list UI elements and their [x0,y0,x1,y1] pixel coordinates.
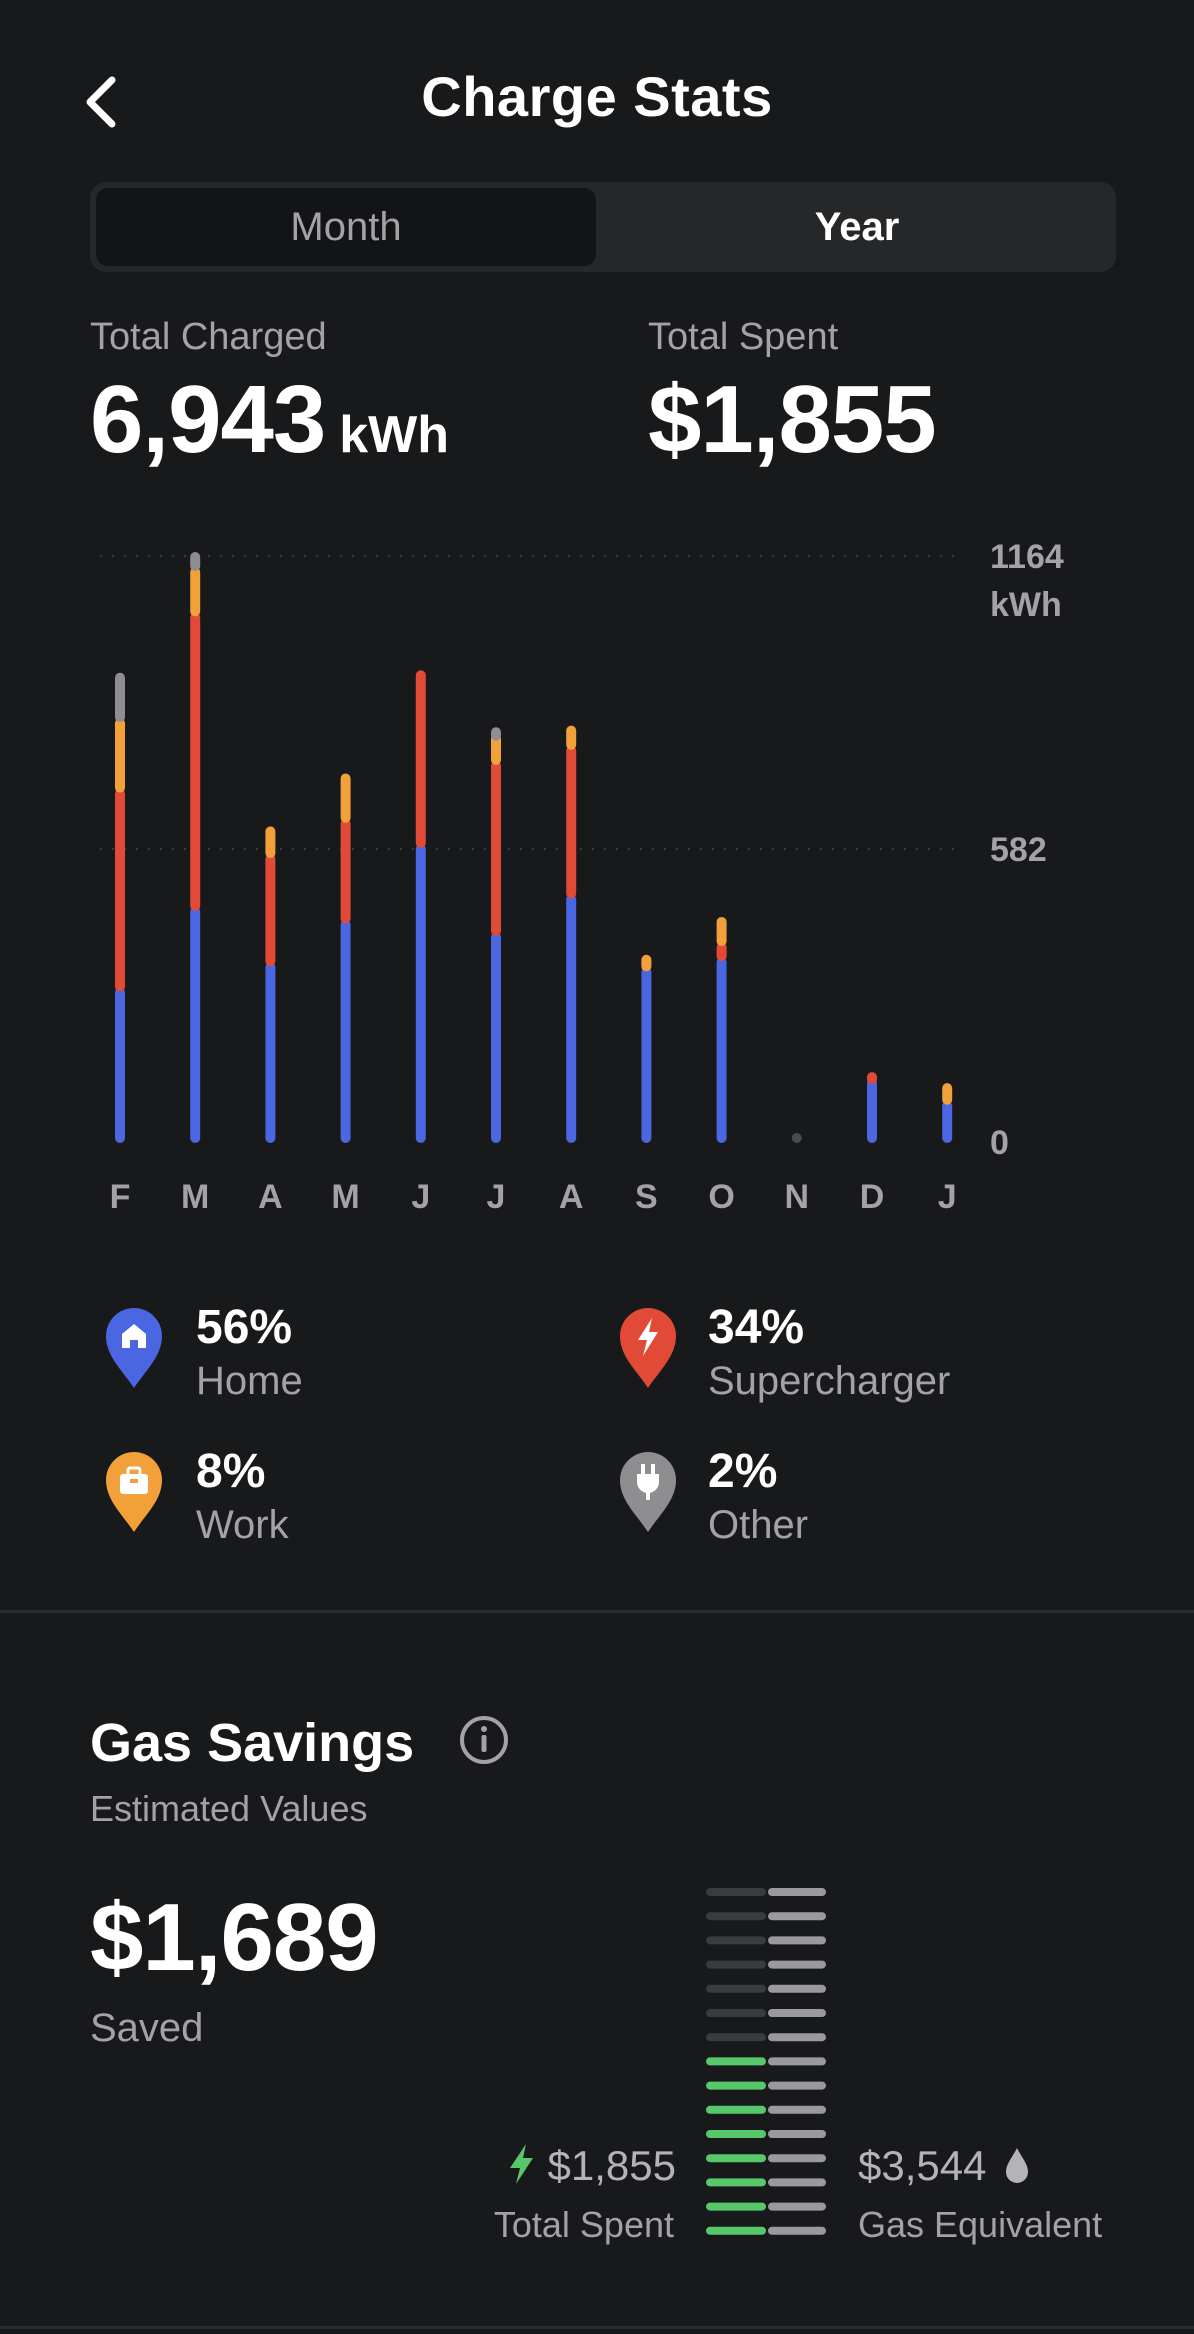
total-charged-unit: kWh [339,406,449,464]
x-tick-label: J [487,1178,506,1216]
total-spent-label: Total Spent [648,316,839,358]
x-tick-label: F [110,1178,131,1216]
total-spent-value: $1,855 [648,366,937,473]
briefcase-icon [106,1452,162,1532]
total-charged: 6,943 kWh [90,372,449,468]
saved-amount: $1,689 [90,1884,379,1991]
lightning-bolt-icon [509,2144,533,2184]
legend-pct-other: 2% [708,1445,778,1498]
legend-text-other: 2% Other [708,1444,808,1548]
bar-empty-marker[interactable] [791,1133,802,1143]
legend-item-other [618,1448,678,1539]
fuel-drop-icon [1006,2148,1029,2183]
legend-pct-supercharger: 34% [708,1301,805,1354]
page-title: Charge Stats [421,65,773,128]
lightning-bolt-icon [620,1308,676,1388]
y-unit-label: kWh [990,586,1062,624]
legend-item-supercharger [618,1304,678,1395]
tab-year[interactable]: Year [814,205,900,249]
plug-icon [620,1452,676,1532]
x-tick-label: O [708,1178,734,1216]
gas-label: Gas Equivalent [858,2204,1103,2245]
legend-pct-home: 56% [196,1301,293,1354]
legend-name-supercharger: Supercharger [708,1359,951,1403]
gas-amount-row: $3,544 [858,2142,1030,2190]
section-divider [0,1610,1194,1613]
x-tick-label: N [785,1178,810,1216]
x-tick-label: M [181,1178,209,1216]
x-tick-label: D [860,1178,885,1216]
x-tick-label: M [331,1178,359,1216]
gas-savings-subtitle: Estimated Values [90,1788,368,1829]
x-tick-label: J [938,1178,957,1216]
home-icon [106,1308,162,1388]
saved-label: Saved [90,2006,204,2050]
y-tick-label: 1164 [990,538,1064,576]
y-tick-label: 582 [990,831,1047,869]
legend-item-home [104,1304,164,1395]
section-divider-bottom [0,2326,1194,2329]
spent-vs-gas-comparison [706,1888,826,2235]
legend-name-other: Other [708,1503,809,1547]
legend-text-home: 56% Home [196,1300,303,1404]
charge-bar-chart[interactable]: 1164 kWh 582 0 F M A M J J A S O N D J [0,530,1194,1230]
total-charged-value: 6,943 [90,366,326,473]
legend-text-supercharger: 34% Supercharger [708,1300,950,1404]
gas-savings-title: Gas Savings [90,1713,415,1773]
legend-item-work [104,1448,164,1539]
legend-text-work: 8% Work [196,1444,289,1548]
x-tick-label: A [258,1178,283,1216]
legend-pct-work: 8% [196,1445,266,1498]
x-tick-label: A [559,1178,584,1216]
chevron-left-icon[interactable] [78,72,124,132]
spent-amount: $1,855 [547,2142,676,2189]
spent-label: Total Spent [493,2204,674,2245]
info-icon[interactable] [458,1714,510,1766]
legend-name-home: Home [196,1359,303,1403]
x-tick-label: J [411,1178,430,1216]
y-tick-label: 0 [990,1124,1009,1162]
period-segmented-control: Month Year [90,182,1116,272]
gas-amount: $3,544 [858,2142,987,2189]
tab-month[interactable]: Month [96,188,596,266]
spent-amount-row: $1,855 [486,2142,676,2190]
legend-name-work: Work [196,1503,289,1547]
x-tick-label: S [635,1178,658,1216]
total-charged-label: Total Charged [90,316,327,358]
